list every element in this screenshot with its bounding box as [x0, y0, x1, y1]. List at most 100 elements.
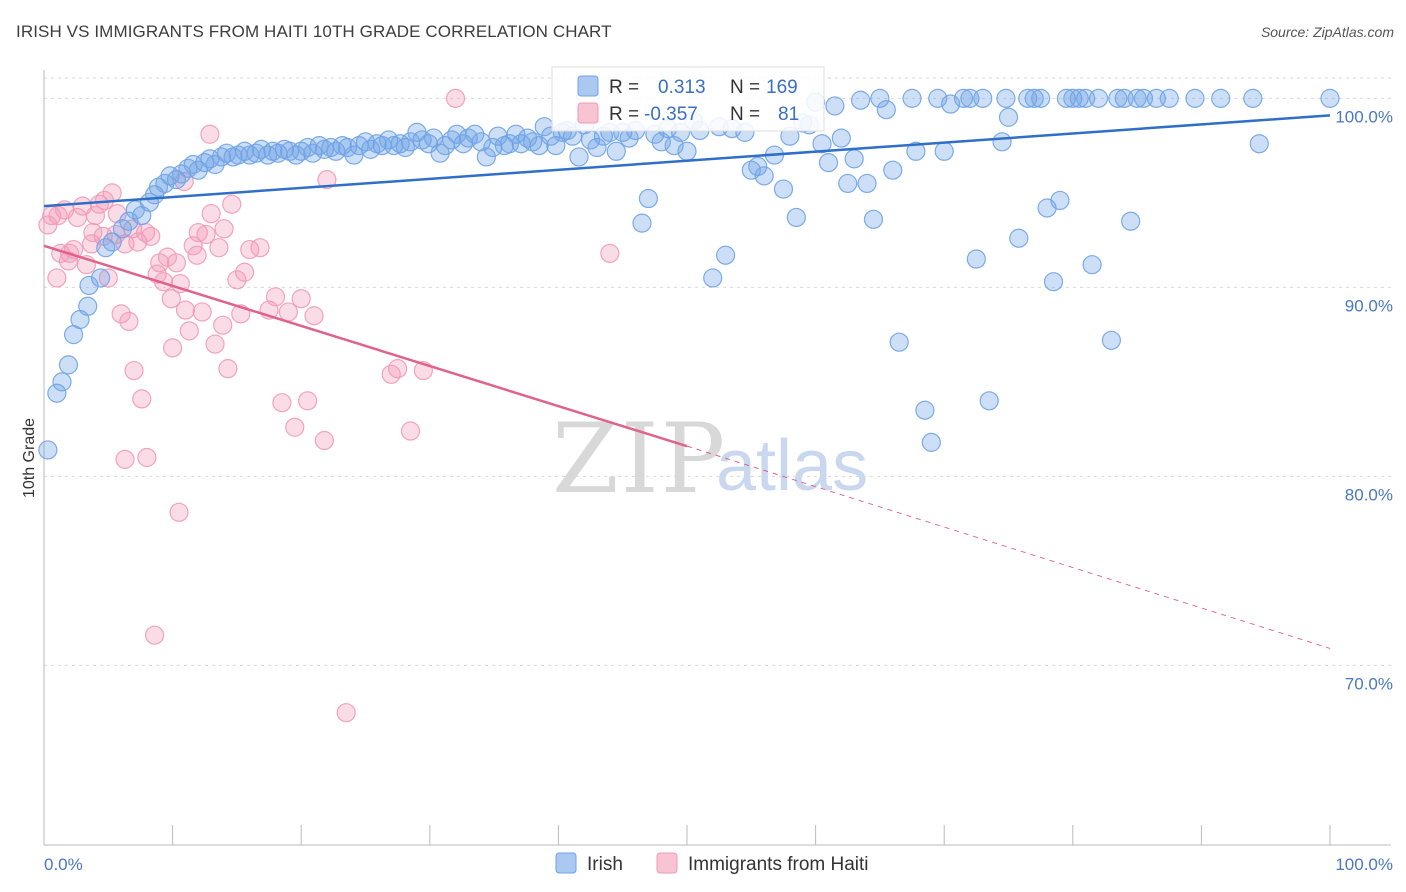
haiti-point-68 [83, 222, 103, 243]
irish-point-81 [517, 128, 538, 148]
irish-point-57 [379, 130, 399, 150]
y-tick-label-80: 80.0% [1345, 485, 1393, 504]
legend-irish-r-value: 0.313 [658, 77, 706, 98]
irish-point-3 [58, 355, 79, 375]
irish-point-96 [606, 141, 626, 161]
trend-lines [43, 114, 1331, 649]
haiti-point-24 [141, 226, 161, 246]
irish-point-119 [773, 179, 794, 199]
irish-point-101 [638, 188, 659, 209]
legend-irish-n-value: 169 [766, 77, 798, 98]
x-ticks [43, 825, 1331, 845]
haiti-point-57 [314, 430, 334, 451]
irish-point-175 [1211, 88, 1231, 108]
haiti-point-78 [213, 315, 233, 335]
irish-point-60 [395, 137, 415, 158]
irish-point-134 [870, 88, 890, 108]
x-tick-label-max: 100.0% [1335, 855, 1393, 874]
irish-point-110 [703, 268, 723, 288]
irish-point-150 [992, 132, 1012, 152]
irish-point-129 [838, 173, 858, 194]
haiti-point-54 [291, 289, 311, 309]
irish-point-174 [1185, 88, 1205, 108]
haiti-point-20 [124, 360, 144, 381]
haiti-point-64 [445, 88, 466, 108]
haiti-point-12 [89, 194, 109, 214]
legend-haiti-r-value: -0.357 [644, 104, 698, 125]
legend-haiti-swatch [577, 102, 599, 124]
irish-point-126 [818, 153, 839, 173]
irish-point-74 [476, 147, 496, 167]
irish-point-90 [569, 147, 589, 167]
legend-irish-r-label: R = [609, 77, 639, 98]
irish-point-158 [1043, 272, 1064, 292]
grid-lines [44, 77, 1391, 666]
haiti-point-8 [72, 196, 93, 216]
irish-point-170 [1127, 88, 1147, 108]
irish-point-135 [876, 100, 896, 120]
irish-point-143 [934, 141, 954, 161]
chart-source: Source: ZipAtlas.com [1260, 24, 1394, 40]
haiti-point-72 [135, 222, 156, 243]
legend-bottom-irish-label: Irish [587, 854, 623, 875]
haiti-points [38, 88, 620, 723]
irish-point-11 [112, 219, 133, 239]
haiti-trend-line [43, 244, 688, 448]
watermark: ZIP atlas [552, 403, 868, 515]
irish-point-167 [1108, 88, 1128, 108]
watermark-atlas: atlas [716, 426, 868, 506]
haiti-point-59 [336, 703, 356, 723]
legend-bottom: Irish Immigrants from Haiti [555, 852, 869, 875]
haiti-point-56 [304, 306, 324, 326]
legend-bottom-haiti-swatch [656, 852, 678, 874]
haiti-point-40 [209, 238, 229, 258]
legend-top: R = 0.313 N = 169 R = -0.357 N = 81 [551, 66, 825, 132]
y-tick-labels: 70.0% 80.0% 90.0% 100.0% [1335, 107, 1393, 693]
haiti-point-38 [201, 204, 221, 224]
haiti-point-27 [153, 272, 174, 292]
haiti-point-48 [250, 238, 270, 258]
haiti-point-55 [298, 391, 318, 411]
irish-point-178 [1320, 88, 1340, 108]
haiti-point-61 [388, 359, 408, 379]
haiti-point-50 [265, 287, 286, 307]
irish-point-121 [786, 207, 806, 228]
haiti-point-51 [272, 393, 292, 413]
irish-point-176 [1243, 88, 1263, 108]
haiti-point-77 [200, 124, 220, 144]
irish-point-6 [78, 296, 98, 316]
haiti-point-44 [227, 270, 247, 290]
irish-point-1 [47, 383, 67, 403]
haiti-point-11 [85, 205, 106, 226]
irish-point-100 [632, 213, 652, 233]
irish-point-138 [902, 88, 922, 108]
irish-point-133 [863, 209, 884, 229]
legend-haiti-n-value: 81 [778, 104, 799, 125]
x-tick-label-min: 0.0% [44, 855, 83, 874]
haiti-point-65 [600, 243, 620, 263]
irish-point-27 [205, 154, 225, 175]
legend-haiti-n-label: N = [730, 104, 760, 125]
irish-point-0 [38, 440, 58, 460]
irish-point-7 [79, 275, 99, 296]
legend-bottom-irish-swatch [555, 852, 577, 874]
y-tick-label-90: 90.0% [1345, 296, 1393, 315]
irish-point-137 [889, 332, 909, 352]
haiti-point-42 [218, 359, 238, 379]
haiti-point-25 [144, 625, 165, 645]
irish-point-141 [921, 432, 941, 452]
irish-point-159 [1050, 190, 1070, 211]
haiti-point-37 [196, 224, 216, 245]
irish-point-20 [166, 170, 187, 190]
irish-point-162 [1069, 88, 1089, 108]
haiti-point-76 [187, 245, 207, 265]
irish-point-78 [499, 134, 520, 154]
legend-bottom-haiti-label: Immigrants from Haiti [688, 854, 869, 875]
irish-points [38, 88, 1340, 460]
haiti-point-43 [222, 194, 242, 214]
irish-point-153 [1009, 228, 1029, 248]
irish-point-152 [998, 107, 1019, 127]
haiti-point-33 [179, 321, 199, 341]
irish-trend-line [43, 114, 1331, 208]
